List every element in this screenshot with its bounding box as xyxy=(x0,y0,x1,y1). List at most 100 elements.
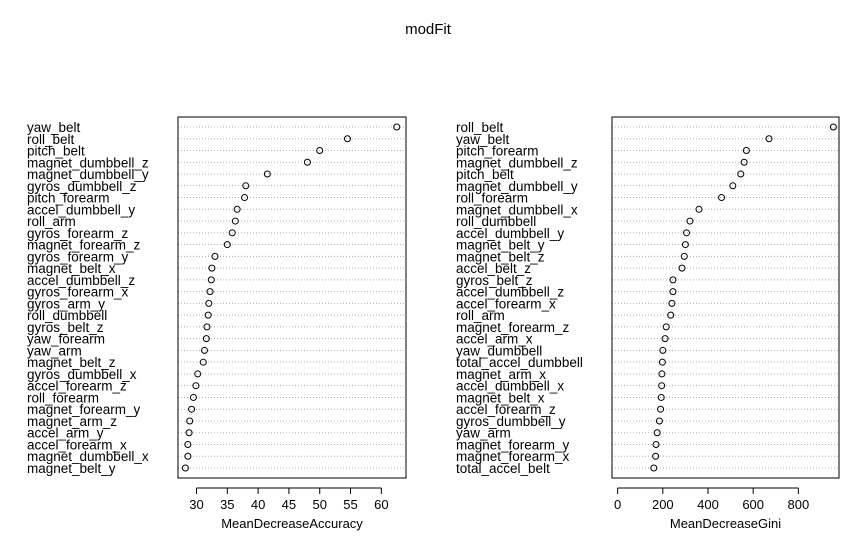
x-tick-label: 800 xyxy=(787,497,809,512)
category-label: magnet_belt_y xyxy=(27,461,116,476)
data-point xyxy=(223,241,231,249)
category-label: magnet_forearm_x xyxy=(456,449,570,464)
category-label: pitch_forearm xyxy=(27,191,110,206)
category-label: roll_arm xyxy=(456,308,505,323)
category-label: roll_forearm xyxy=(456,191,528,206)
category-label: magnet_dumbbell_x xyxy=(27,449,149,464)
data-point xyxy=(681,241,689,249)
category-label: magnet_dumbbell_y xyxy=(456,179,578,194)
category-label: roll_arm xyxy=(27,214,76,229)
data-point xyxy=(658,382,666,390)
category-label: magnet_arm_z xyxy=(27,414,117,429)
x-axis-title: MeanDecreaseAccuracy xyxy=(221,516,363,531)
category-label: accel_dumbbell_z xyxy=(27,273,135,288)
data-point xyxy=(233,205,241,213)
x-tick-label: 600 xyxy=(742,497,764,512)
category-label: roll_belt xyxy=(456,120,504,135)
data-point xyxy=(181,464,189,472)
data-point xyxy=(652,440,660,448)
category-label: magnet_belt_x xyxy=(27,261,116,276)
data-point xyxy=(658,370,666,378)
category-label: gyros_dumbbell_y xyxy=(456,414,566,429)
data-point xyxy=(393,123,401,131)
x-tick-label: 55 xyxy=(343,497,357,512)
category-label: magnet_belt_z xyxy=(456,249,545,264)
data-point xyxy=(211,252,219,260)
category-label: total_accel_dumbbell xyxy=(456,355,583,370)
plot-frame xyxy=(177,116,407,479)
category-label: gyros_belt_z xyxy=(27,320,104,335)
category-label: pitch_forearm xyxy=(456,144,539,159)
data-point xyxy=(184,452,192,460)
data-point xyxy=(185,429,193,437)
category-label: accel_forearm_z xyxy=(456,402,556,417)
category-label: magnet_belt_z xyxy=(27,355,116,370)
x-tick-label: 50 xyxy=(312,497,326,512)
data-point xyxy=(208,264,216,272)
category-label: yaw_arm xyxy=(27,343,82,358)
data-point xyxy=(718,194,726,202)
category-label: magnet_forearm_y xyxy=(456,437,570,452)
data-point xyxy=(189,393,197,401)
data-point xyxy=(765,135,773,143)
category-label: total_accel_belt xyxy=(456,461,550,476)
data-point xyxy=(263,170,271,178)
data-point xyxy=(203,323,211,331)
category-label: roll_belt xyxy=(27,132,75,147)
data-point xyxy=(669,288,677,296)
data-point xyxy=(242,182,250,190)
category-label: yaw_belt xyxy=(27,120,81,135)
category-label: roll_forearm xyxy=(27,390,99,405)
category-label: gyros_forearm_x xyxy=(27,285,129,300)
data-point xyxy=(653,429,661,437)
data-point xyxy=(680,252,688,260)
data-point xyxy=(207,276,215,284)
data-point xyxy=(742,147,750,155)
data-point xyxy=(192,382,200,390)
panel-gini: roll_beltyaw_beltpitch_forearmmagnet_dum… xyxy=(456,116,840,531)
category-label: gyros_dumbbell_x xyxy=(27,367,137,382)
data-point xyxy=(200,346,208,354)
x-tick-label: 40 xyxy=(251,497,265,512)
category-label: magnet_arm_x xyxy=(456,367,546,382)
x-tick-label: 45 xyxy=(282,497,296,512)
data-point xyxy=(729,182,737,190)
category-label: gyros_forearm_y xyxy=(27,249,129,264)
x-tick-label: 400 xyxy=(697,497,719,512)
data-point xyxy=(657,405,665,413)
data-point xyxy=(204,311,212,319)
data-point xyxy=(202,335,210,343)
category-label: yaw_dumbbell xyxy=(456,343,542,358)
data-point xyxy=(683,229,691,237)
data-point xyxy=(695,205,703,213)
data-point xyxy=(186,417,194,425)
category-label: accel_forearm_x xyxy=(456,296,556,311)
category-label: accel_dumbbell_z xyxy=(456,285,564,300)
category-label: gyros_belt_z xyxy=(456,273,533,288)
category-label: gyros_dumbbell_z xyxy=(27,179,137,194)
data-point xyxy=(228,229,236,237)
x-axis-title: MeanDecreaseGini xyxy=(670,516,781,531)
category-label: accel_dumbbell_y xyxy=(456,226,564,241)
category-label: magnet_dumbbell_z xyxy=(456,155,578,170)
category-label: magnet_belt_y xyxy=(456,238,545,253)
x-tick-label: 200 xyxy=(652,497,674,512)
data-point xyxy=(678,264,686,272)
data-point xyxy=(231,217,239,225)
data-point xyxy=(662,323,670,331)
category-label: magnet_dumbbell_x xyxy=(456,202,578,217)
data-point xyxy=(686,217,694,225)
data-point xyxy=(316,147,324,155)
category-label: accel_arm_y xyxy=(27,426,104,441)
category-label: yaw_arm xyxy=(456,426,511,441)
data-point xyxy=(652,452,660,460)
category-label: accel_dumbbell_x xyxy=(456,379,564,394)
data-point xyxy=(829,123,837,131)
data-point xyxy=(740,158,748,166)
category-label: pitch_belt xyxy=(27,144,85,159)
category-label: yaw_forearm xyxy=(27,332,105,347)
category-label: gyros_forearm_z xyxy=(27,226,129,241)
data-point xyxy=(199,358,207,366)
category-label: magnet_forearm_z xyxy=(27,238,141,253)
